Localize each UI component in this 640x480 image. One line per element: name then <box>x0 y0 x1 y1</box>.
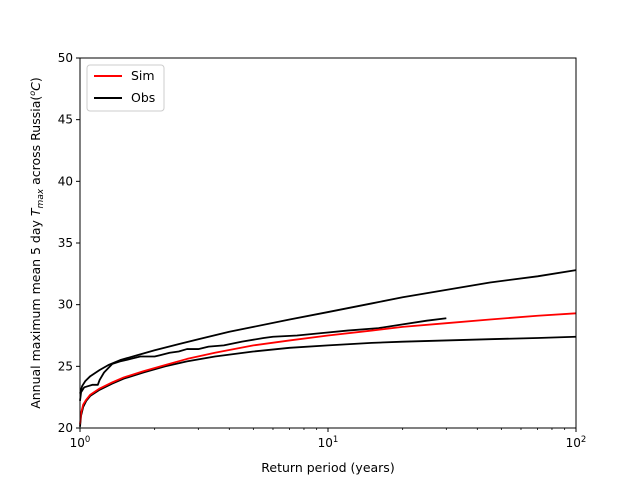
y-axis-label-unit: C <box>28 82 43 91</box>
y-tick-label: 20 <box>58 421 73 435</box>
x-tick-label: 101 <box>318 435 339 450</box>
y-tick-label: 35 <box>58 236 73 250</box>
series-line-sim-central <box>79 312 577 425</box>
y-tick-label: 45 <box>58 113 73 127</box>
series-line-obs-upper-bound <box>79 269 577 394</box>
y-tick-label: 50 <box>58 51 73 65</box>
legend-label-obs: Obs <box>131 90 155 105</box>
legend: Sim Obs <box>86 64 165 112</box>
x-tick-label: 102 <box>566 435 587 450</box>
y-axis-label: Annual maximum mean 5 day Tmax across Ru… <box>28 77 46 409</box>
series-line-obs-observed <box>79 317 447 401</box>
y-axis-label-var: T <box>28 207 43 216</box>
legend-label-sim: Sim <box>131 68 155 83</box>
x-axis-label: Return period (years) <box>261 460 394 475</box>
ticks-layer: 20 25 30 35 40 45 50 100 101 102 <box>58 51 587 450</box>
x-tick-label: 100 <box>70 435 91 450</box>
y-tick-label: 30 <box>58 298 73 312</box>
y-axis-label-unit-sup: o <box>28 91 37 96</box>
y-tick-label: 40 <box>58 174 73 188</box>
y-tick-label: 25 <box>58 359 73 373</box>
y-axis-label-close: ) <box>28 77 43 82</box>
y-axis-label-prefix: Annual maximum mean 5 day <box>28 216 43 409</box>
y-axis-label-sub: max <box>36 188 46 208</box>
series-layer <box>79 269 577 427</box>
y-axis-label-suffix: across Russia( <box>28 96 43 189</box>
plot-area <box>80 58 576 428</box>
